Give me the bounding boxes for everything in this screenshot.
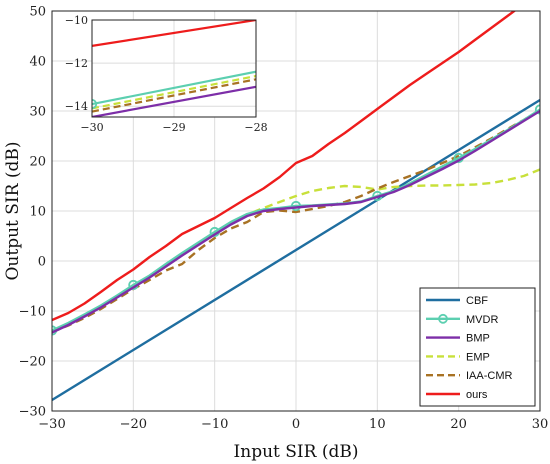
- inset-y-tick-label: −10: [65, 14, 88, 27]
- inset-x-tick-label: −30: [80, 121, 103, 134]
- x-tick-label: 20: [450, 417, 467, 432]
- legend: CBF MVDR BMP EMP IAA-CMR ours: [420, 288, 535, 406]
- x-tick-label: −10: [201, 417, 228, 432]
- legend-label-ours: ours: [466, 389, 488, 401]
- x-tick-label: 30: [532, 417, 549, 432]
- y-tick-label: 40: [29, 55, 46, 70]
- x-axis-label: Input SIR (dB): [234, 442, 359, 462]
- x-tick-label: 0: [292, 417, 300, 432]
- y-tick-label: 10: [29, 205, 46, 220]
- y-tick-label: 30: [29, 105, 46, 120]
- y-axis-label: Output SIR (dB): [3, 142, 23, 281]
- inset-y-tick-label: −14: [65, 100, 88, 113]
- inset-x-tick-label: −29: [162, 121, 185, 134]
- y-tick-label: −30: [19, 405, 46, 420]
- y-tick-label: −10: [19, 305, 46, 320]
- legend-label-cbf: CBF: [466, 295, 488, 307]
- x-tick-label: 10: [369, 417, 386, 432]
- x-tick-label: −20: [120, 417, 147, 432]
- y-tick-label: 50: [29, 5, 46, 20]
- inset-zoom: −30 −29 −28 −14 −12 −10: [65, 14, 268, 134]
- legend-label-emp: EMP: [466, 351, 490, 363]
- y-tick-label: 20: [29, 155, 46, 170]
- legend-label-mvdr: MVDR: [466, 314, 498, 326]
- y-tick-label: 0: [38, 255, 46, 270]
- inset-y-tick-label: −12: [65, 57, 88, 70]
- inset-x-tick-label: −28: [244, 121, 267, 134]
- legend-label-iaa-cmr: IAA-CMR: [466, 370, 513, 382]
- legend-label-bmp: BMP: [466, 333, 490, 345]
- y-tick-label: −20: [19, 355, 46, 370]
